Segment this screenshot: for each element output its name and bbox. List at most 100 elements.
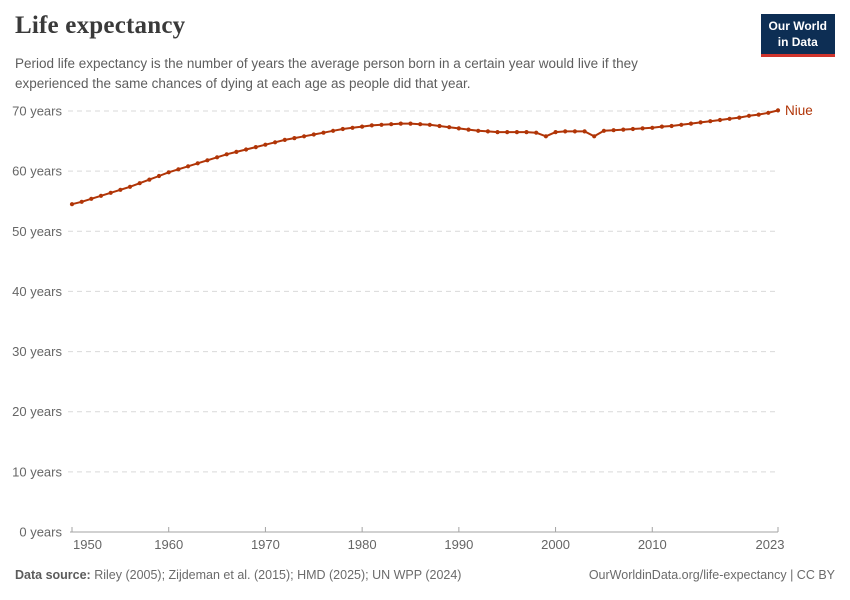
data-point-marker[interactable] xyxy=(418,122,423,127)
data-point-marker[interactable] xyxy=(98,193,104,198)
data-point-marker[interactable] xyxy=(727,116,732,121)
y-tick-label: 0 years xyxy=(19,525,62,540)
data-point-marker[interactable] xyxy=(166,170,171,175)
x-tick-label: 1990 xyxy=(444,537,473,552)
data-source-list: Riley (2005); Zijdeman et al. (2015); HM… xyxy=(90,568,462,582)
data-point-marker[interactable] xyxy=(215,155,220,160)
y-tick-label: 20 years xyxy=(12,404,62,419)
data-point-marker[interactable] xyxy=(263,142,268,147)
data-point-marker[interactable] xyxy=(89,196,94,201)
entity-label[interactable]: Niue xyxy=(785,103,813,118)
data-point-marker[interactable] xyxy=(775,108,781,113)
x-tick-label: 1980 xyxy=(348,537,377,552)
chart-subtitle-line: experienced the same chances of dying at… xyxy=(15,75,471,91)
y-tick-label: 40 years xyxy=(12,284,62,299)
data-point-marker[interactable] xyxy=(340,126,345,132)
owid-logo[interactable]: Our World in Data xyxy=(760,14,835,58)
chart-footer: Data source: Riley (2005); Zijdeman et a… xyxy=(15,568,835,582)
data-point-marker[interactable] xyxy=(543,134,549,139)
y-tick-label: 70 years xyxy=(12,104,62,119)
owid-logo-text: Our World xyxy=(768,19,827,33)
data-point-marker[interactable] xyxy=(350,125,355,130)
data-point-marker[interactable] xyxy=(592,134,597,139)
data-point-marker[interactable] xyxy=(679,122,684,127)
data-point-marker[interactable] xyxy=(495,130,500,135)
y-tick-label: 60 years xyxy=(12,164,62,179)
data-point-marker[interactable] xyxy=(331,128,336,133)
data-point-marker[interactable] xyxy=(137,181,142,186)
data-point-marker[interactable] xyxy=(398,121,403,126)
data-point-marker[interactable] xyxy=(147,177,152,182)
data-point-marker[interactable] xyxy=(234,149,239,154)
data-point-marker[interactable] xyxy=(746,113,752,118)
data-point-marker[interactable] xyxy=(379,122,384,127)
x-tick-label: 1970 xyxy=(251,537,280,552)
data-point-marker[interactable] xyxy=(408,121,413,126)
data-point-marker[interactable] xyxy=(302,134,307,139)
data-point-marker[interactable] xyxy=(311,132,316,137)
data-point-marker[interactable] xyxy=(756,112,761,117)
data-point-marker[interactable] xyxy=(244,147,249,152)
data-point-marker[interactable] xyxy=(253,145,258,150)
y-tick-label: 30 years xyxy=(12,344,62,359)
data-point-marker[interactable] xyxy=(708,119,713,124)
data-point-marker[interactable] xyxy=(688,121,694,126)
data-point-marker[interactable] xyxy=(292,136,297,141)
data-point-marker[interactable] xyxy=(466,127,471,132)
data-source-text: Data source: Riley (2005); Zijdeman et a… xyxy=(15,568,461,582)
data-point-marker[interactable] xyxy=(669,123,674,129)
data-point-marker[interactable] xyxy=(534,130,539,135)
data-point-marker[interactable] xyxy=(524,130,529,135)
chart-subtitle: Period life expectancy is the number of … xyxy=(15,54,638,93)
data-point-marker[interactable] xyxy=(127,184,133,189)
data-point-marker[interactable] xyxy=(698,120,703,125)
data-point-marker[interactable] xyxy=(737,115,742,120)
data-point-marker[interactable] xyxy=(186,164,191,169)
data-point-marker[interactable] xyxy=(360,124,365,129)
data-point-marker[interactable] xyxy=(630,126,636,132)
data-point-marker[interactable] xyxy=(389,122,394,127)
data-point-marker[interactable] xyxy=(553,130,558,135)
data-point-marker[interactable] xyxy=(582,129,587,134)
data-source-label: Data source: xyxy=(15,568,91,582)
data-point-marker[interactable] xyxy=(69,202,75,207)
data-point-marker[interactable] xyxy=(195,161,200,166)
data-point-marker[interactable] xyxy=(79,199,84,204)
data-point-marker[interactable] xyxy=(447,125,452,130)
data-point-marker[interactable] xyxy=(118,187,123,192)
data-point-marker[interactable] xyxy=(505,130,510,135)
data-point-marker[interactable] xyxy=(205,158,210,163)
data-point-marker[interactable] xyxy=(176,167,181,172)
x-tick-label: 2010 xyxy=(638,537,667,552)
data-point-marker[interactable] xyxy=(650,125,655,130)
data-point-marker[interactable] xyxy=(476,128,481,133)
data-point-marker[interactable] xyxy=(273,140,278,145)
data-point-marker[interactable] xyxy=(456,126,461,131)
data-point-marker[interactable] xyxy=(766,110,771,115)
data-point-marker[interactable] xyxy=(717,117,723,123)
data-point-marker[interactable] xyxy=(640,126,645,131)
data-point-marker[interactable] xyxy=(156,173,162,179)
data-point-marker[interactable] xyxy=(224,152,229,157)
owid-logo-text: in Data xyxy=(777,34,818,49)
data-point-marker[interactable] xyxy=(572,129,578,134)
data-point-marker[interactable] xyxy=(437,123,442,129)
x-tick-label: 1960 xyxy=(154,537,183,552)
data-point-marker[interactable] xyxy=(514,130,520,135)
data-point-marker[interactable] xyxy=(108,190,113,195)
data-point-marker[interactable] xyxy=(659,124,665,129)
data-point-marker[interactable] xyxy=(427,122,432,127)
data-point-marker[interactable] xyxy=(321,130,326,135)
data-point-marker[interactable] xyxy=(369,123,374,128)
page-title: Life expectancy xyxy=(15,12,186,39)
data-point-marker[interactable] xyxy=(621,127,626,132)
data-point-marker[interactable] xyxy=(601,128,607,133)
credit-link[interactable]: OurWorldinData.org/life-expectancy | CC … xyxy=(588,568,835,582)
chart-subtitle-line: Period life expectancy is the number of … xyxy=(15,56,638,71)
data-point-marker[interactable] xyxy=(563,129,568,134)
data-point-marker[interactable] xyxy=(485,129,490,134)
data-point-marker[interactable] xyxy=(611,128,616,133)
data-point-marker[interactable] xyxy=(282,137,287,142)
